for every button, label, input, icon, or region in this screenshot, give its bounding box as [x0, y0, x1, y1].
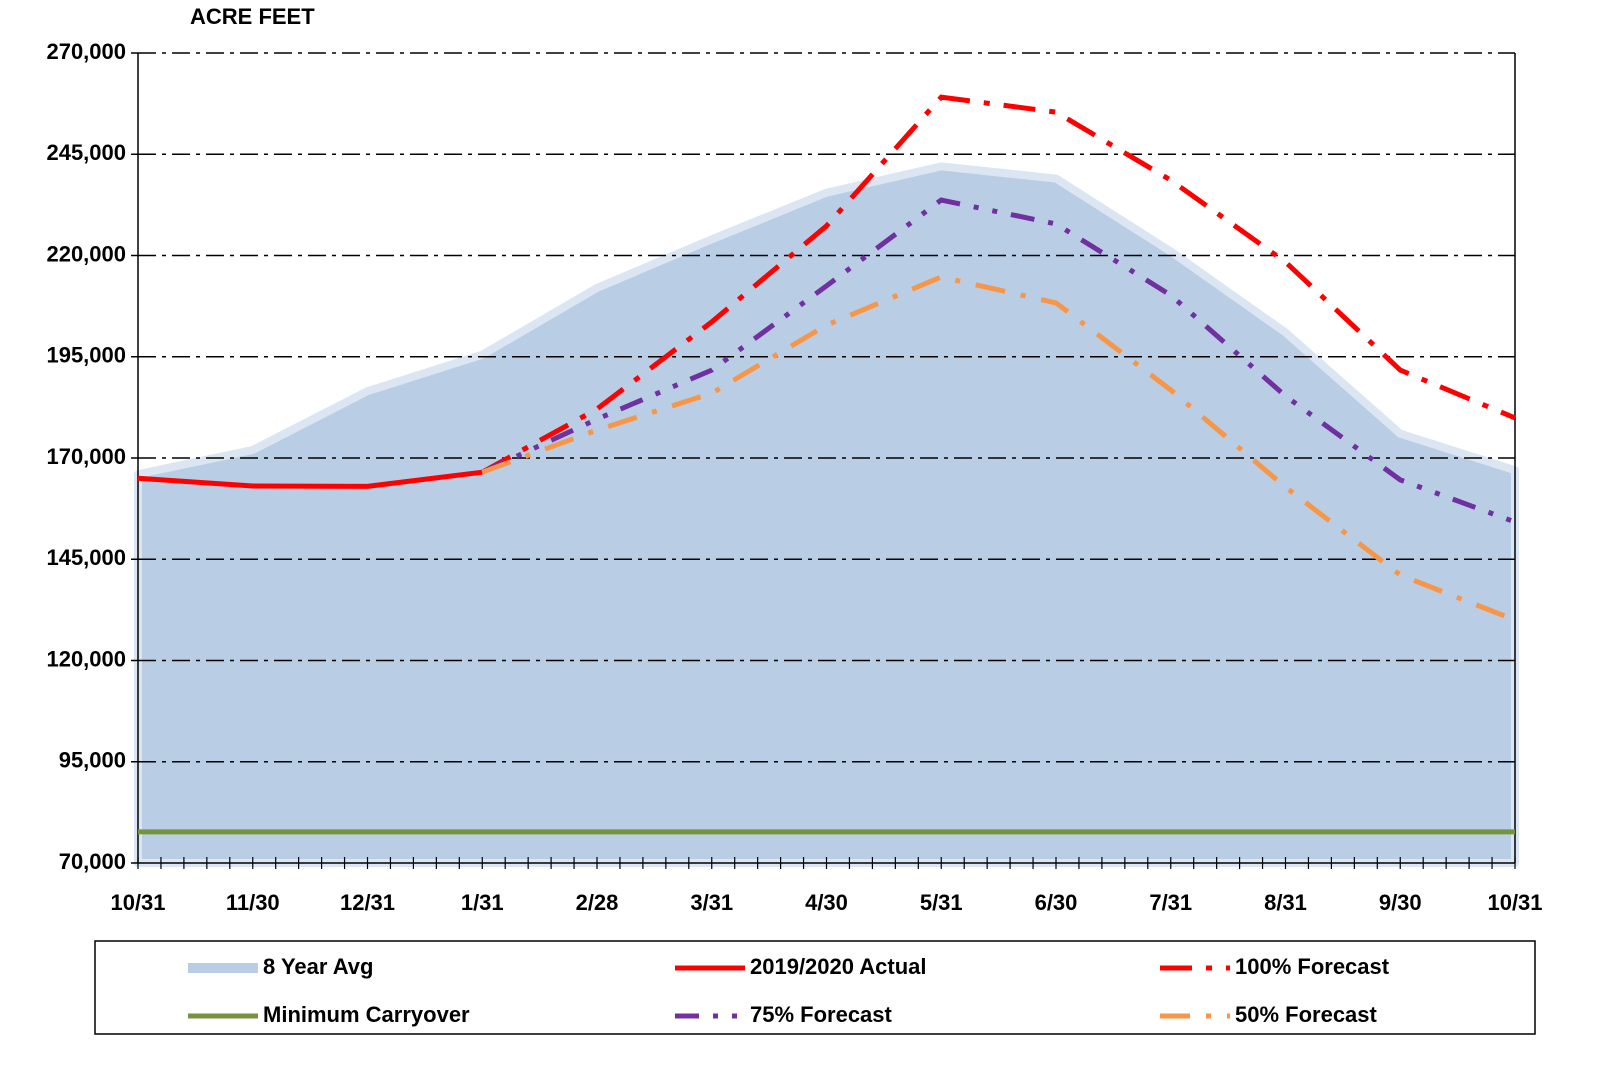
x-tick-label: 7/31	[1149, 890, 1192, 915]
legend-label: 2019/2020 Actual	[750, 954, 927, 979]
y-tick-label: 270,000	[46, 39, 126, 64]
area	[134, 162, 1519, 867]
line	[481, 274, 1516, 623]
x-tick-label: 9/30	[1379, 890, 1422, 915]
x-tick-label: 3/31	[690, 890, 733, 915]
y-tick-label: 95,000	[59, 748, 126, 773]
y-tick-label: 120,000	[46, 646, 126, 671]
y-tick-label: 170,000	[46, 444, 126, 469]
y-tick-label: 245,000	[46, 140, 126, 165]
x-tick-label: 11/30	[226, 890, 280, 915]
legend-label: Minimum Carryover	[263, 1002, 470, 1027]
y-axis-label: ACRE FEET	[190, 4, 315, 29]
x-tick-label: 8/31	[1264, 890, 1307, 915]
x-tick-label: 5/31	[920, 890, 963, 915]
legend-label: 100% Forecast	[1235, 954, 1390, 979]
legend-box	[94, 940, 1536, 1035]
y-tick-label: 195,000	[46, 343, 126, 368]
legend-label: 50% Forecast	[1235, 1002, 1378, 1027]
line	[137, 469, 483, 489]
x-tick-label: 10/31	[1487, 890, 1542, 915]
line	[481, 94, 1516, 475]
x-tick-label: 6/30	[1035, 890, 1078, 915]
y-tick-label: 145,000	[46, 545, 126, 570]
x-tick-label: 1/31	[461, 890, 504, 915]
x-tick-label: 12/31	[340, 890, 395, 915]
x-tick-label: 4/30	[805, 890, 848, 915]
legend-label: 8 Year Avg	[263, 954, 373, 979]
x-tick-label: 10/31	[110, 890, 165, 915]
y-tick-label: 220,000	[46, 241, 126, 266]
legend-label: 75% Forecast	[750, 1002, 893, 1027]
y-tick-label: 70,000	[59, 849, 126, 874]
x-tick-label: 2/28	[576, 890, 619, 915]
